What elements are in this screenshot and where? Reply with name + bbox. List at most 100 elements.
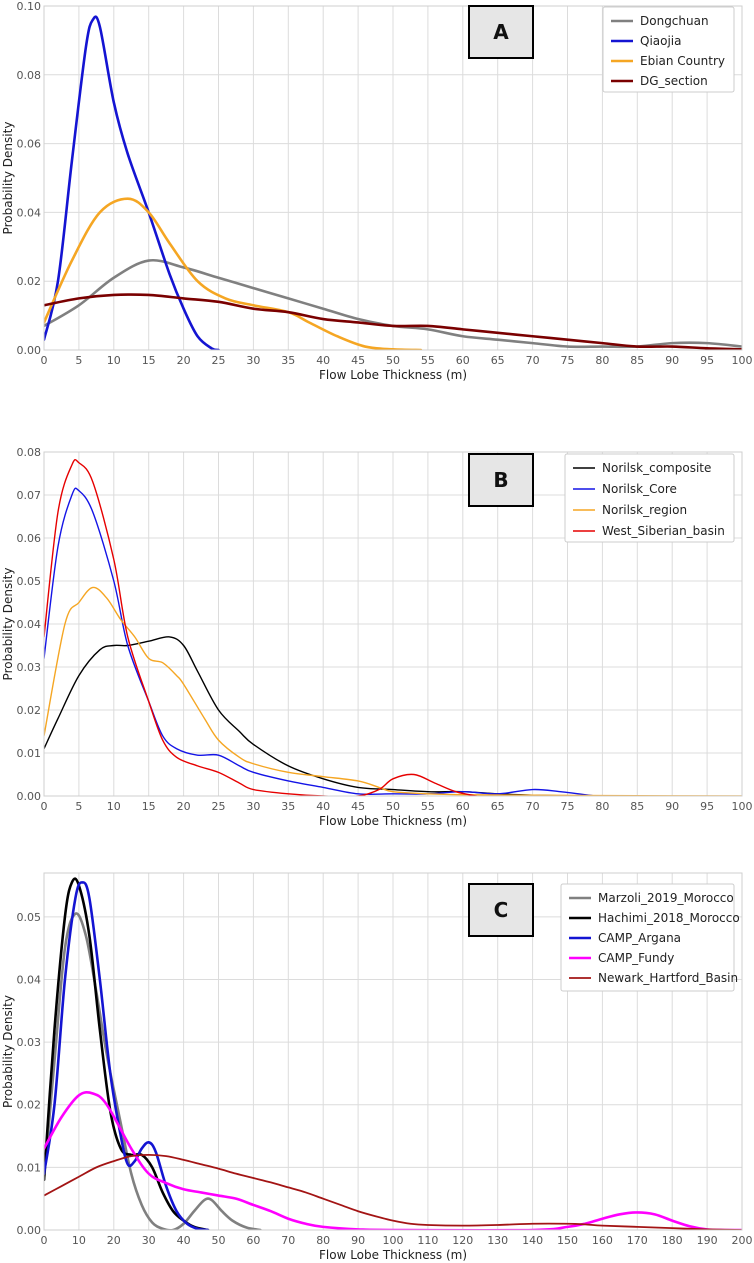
- panel-tag-label: A: [493, 20, 509, 44]
- y-tick-label: 0.05: [17, 575, 42, 588]
- x-tick-label: 15: [142, 354, 156, 367]
- x-tick-label: 0: [41, 800, 48, 813]
- legend-label: CAMP_Argana: [598, 931, 681, 945]
- x-tick-label: 50: [212, 1234, 226, 1247]
- series-line-ebian-country: [44, 197, 423, 350]
- y-tick-label: 0.01: [17, 1161, 42, 1174]
- series-line-hachimi-2018-morocco: [44, 877, 210, 1230]
- y-tick-label: 0.03: [17, 1036, 42, 1049]
- x-tick-label: 100: [732, 354, 753, 367]
- x-tick-label: 80: [595, 354, 609, 367]
- x-tick-label: 10: [107, 354, 121, 367]
- x-tick-label: 30: [246, 354, 260, 367]
- x-tick-label: 95: [700, 354, 714, 367]
- series-line-marzoli-2019-morocco: [44, 912, 262, 1230]
- x-tick-label: 50: [386, 354, 400, 367]
- x-tick-label: 140: [522, 1234, 543, 1247]
- x-tick-label: 5: [75, 800, 82, 813]
- x-tick-label: 55: [421, 800, 435, 813]
- y-tick-label: 0.03: [17, 661, 42, 674]
- x-tick-label: 60: [456, 354, 470, 367]
- legend: Norilsk_composite Norilsk_Core Norilsk_reg…: [564, 453, 735, 543]
- x-tick-label: 35: [281, 800, 295, 813]
- legend-label: Norilsk_composite: [602, 461, 711, 475]
- series-line-dg-section: [44, 293, 742, 350]
- y-tick-label: 0.06: [17, 138, 42, 151]
- x-tick-label: 85: [630, 354, 644, 367]
- series-line-west-siberian-basin: [44, 458, 478, 796]
- panel-a: 0 5 10 15 20 25 30 35 40 45 50 55 60 65 70 75 80 85 90 95 10…: [1, 0, 753, 382]
- x-tick-label: 160: [592, 1234, 613, 1247]
- y-tick-label: 0.04: [17, 618, 42, 631]
- y-axis-label: Probability Density: [1, 122, 15, 235]
- x-tick-label: 50: [386, 800, 400, 813]
- legend-label: Hachimi_2018_Morocco: [598, 911, 740, 925]
- series-lines: [44, 458, 742, 796]
- legend-box: [560, 883, 735, 992]
- y-tick-label: 0.08: [17, 446, 42, 459]
- x-axis-label: Flow Lobe Thickness (m): [319, 814, 467, 828]
- legend-label: Ebian Country: [640, 54, 725, 68]
- series-lines: [44, 877, 742, 1230]
- x-tick-label: 90: [665, 800, 679, 813]
- x-tick-label: 70: [526, 354, 540, 367]
- x-tick-label: 40: [316, 354, 330, 367]
- x-tick-label: 25: [212, 800, 226, 813]
- y-tick-label: 0.02: [17, 704, 42, 717]
- x-tick-label: 20: [177, 354, 191, 367]
- legend-label: Norilsk_region: [602, 503, 687, 517]
- legend-label: Qiaojia: [640, 34, 682, 48]
- x-tick-label: 65: [491, 800, 505, 813]
- series-line-qiaojia: [44, 15, 220, 350]
- plot-frame: [43, 5, 743, 351]
- x-tick-label: 55: [421, 354, 435, 367]
- y-tick-label: 0.02: [17, 1099, 42, 1112]
- x-tick-label: 35: [281, 354, 295, 367]
- x-tick-label: 80: [595, 800, 609, 813]
- legend-box: [564, 453, 735, 543]
- x-tick-label: 0: [41, 354, 48, 367]
- x-tick-label: 75: [561, 800, 575, 813]
- x-tick-label: 10: [107, 800, 121, 813]
- legend-label: Newark_Hartford_Basin: [598, 971, 738, 985]
- panel-tag-box: [468, 5, 534, 59]
- y-tick-label: 0.04: [17, 206, 42, 219]
- panel-tag-box: [468, 883, 534, 937]
- legend-label: Dongchuan: [640, 14, 709, 28]
- x-tick-label: 180: [662, 1234, 683, 1247]
- x-tick-label: 190: [697, 1234, 718, 1247]
- legend-label: CAMP_Fundy: [598, 951, 674, 965]
- plot-frame: [43, 451, 743, 797]
- legend-label: West_Siberian_basin: [602, 524, 725, 538]
- x-tick-label: 95: [700, 800, 714, 813]
- legend: Dongchuan Qiaojia Ebian Country DG_section: [602, 6, 735, 93]
- y-tick-label: 0.06: [17, 532, 42, 545]
- x-tick-label: 90: [351, 1234, 365, 1247]
- x-axis-label: Flow Lobe Thickness (m): [319, 1248, 467, 1262]
- panel-b: 0 5 10 15 20 25 30 35 40 45 50 55 60 65 70 75 80 85 90 95 10…: [1, 446, 753, 828]
- x-tick-label: 45: [351, 354, 365, 367]
- x-tick-label: 15: [142, 800, 156, 813]
- x-tick-label: 75: [561, 354, 575, 367]
- series-line-camp-fundy: [44, 1091, 742, 1230]
- y-tick-label: 0.08: [17, 69, 42, 82]
- x-tick-label: 110: [417, 1234, 438, 1247]
- y-tick-label: 0.05: [17, 911, 42, 924]
- series-line-newark-hartford-basin: [44, 1153, 742, 1230]
- x-tick-label: 150: [557, 1234, 578, 1247]
- series-line-norilsk-region: [44, 586, 742, 796]
- panel-tag-box: [468, 453, 534, 507]
- x-tick-label: 80: [316, 1234, 330, 1247]
- y-tick-label: 0.07: [17, 489, 42, 502]
- x-tick-label: 20: [177, 800, 191, 813]
- x-tick-label: 5: [75, 354, 82, 367]
- legend-box: [602, 6, 735, 93]
- y-tick-label: 0.00: [17, 1224, 42, 1237]
- x-tick-label: 200: [732, 1234, 753, 1247]
- panel-tag-label: B: [493, 468, 508, 492]
- x-tick-label: 60: [456, 800, 470, 813]
- x-tick-label: 70: [526, 800, 540, 813]
- panel-tag-label: C: [494, 898, 509, 922]
- x-tick-label: 0: [41, 1234, 48, 1247]
